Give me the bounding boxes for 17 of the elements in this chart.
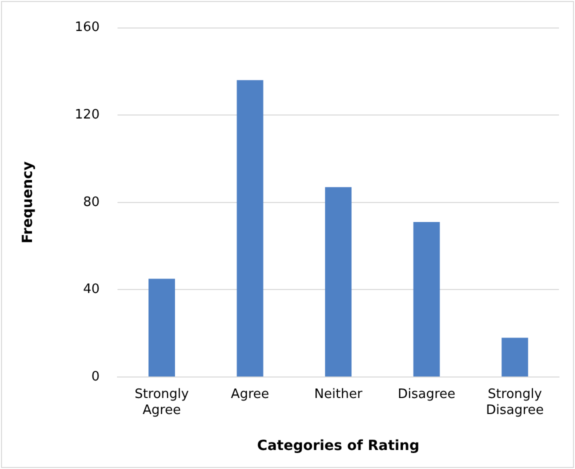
y-tick-label: 0 <box>91 369 100 384</box>
bar <box>325 187 352 376</box>
y-tick-label: 40 <box>83 282 100 298</box>
bar <box>236 80 264 376</box>
y-tick-label: 120 <box>74 107 100 122</box>
x-tick-label: Agree <box>230 387 270 402</box>
y-tick-label: 160 <box>74 20 100 36</box>
x-axis-title: Categories of Rating <box>257 438 420 454</box>
bar <box>413 222 440 376</box>
x-tick-label: Strongly Disagree <box>486 387 544 418</box>
x-tick-label: Disagree <box>398 387 456 402</box>
y-axis-title: Frequency <box>20 161 36 244</box>
x-tick-label: Neither <box>314 387 363 402</box>
bar <box>148 278 175 376</box>
x-tick-label: Strongly Agree <box>134 387 190 418</box>
y-tick-label: 80 <box>83 194 100 210</box>
bar <box>502 338 528 376</box>
